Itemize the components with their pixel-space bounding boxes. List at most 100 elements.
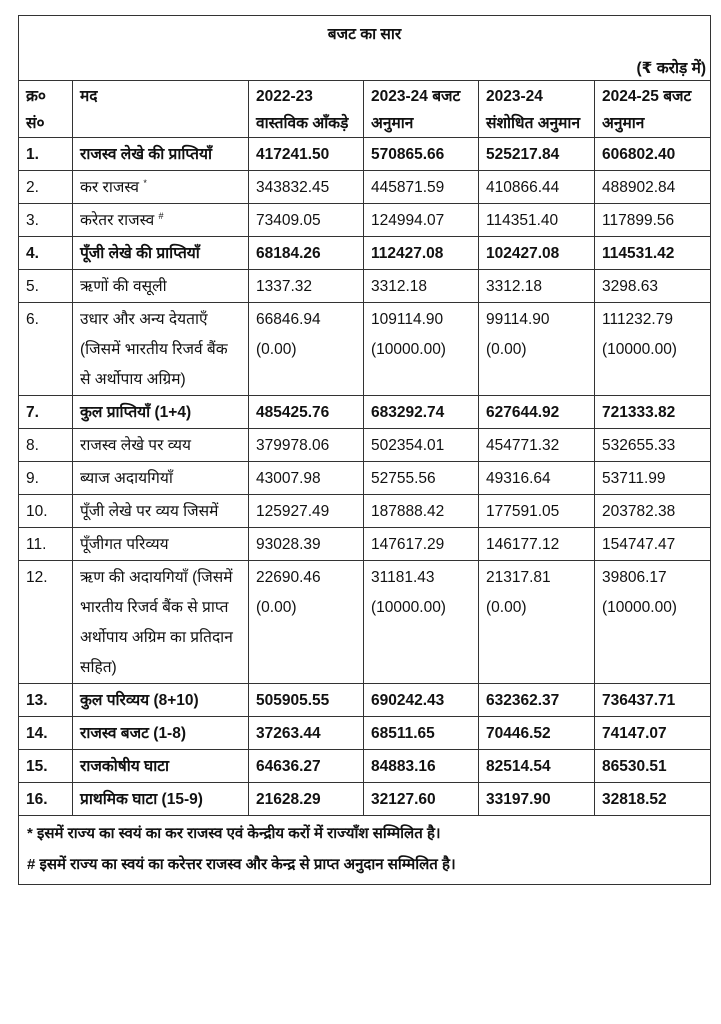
row-c1-cell: 43007.98 (248, 461, 364, 495)
header-2024-25-be: 2024-25 बजट अनुमान (593, 80, 712, 138)
row-c3-cell: 70446.52 (478, 716, 595, 750)
table-row: 12. ऋण की अदायगियाँ (जिसमें भारतीय रिजर्व… (18, 560, 712, 684)
sno-text: 6. (26, 311, 39, 328)
row-c2-cell: 187888.42 (363, 494, 479, 528)
rbi-advance-value: (0.00) (256, 341, 297, 358)
table-row: 9. ब्याज अदायगियाँ 43007.98 52755.56 49316.6… (18, 461, 712, 495)
row-c4-cell: 3298.63 (593, 269, 712, 303)
sno-text: 7. (26, 404, 39, 421)
value: 82514.54 (486, 758, 551, 775)
item-text: राजस्व लेखे पर व्यय (80, 437, 192, 454)
row-item: राजस्व लेखे की प्राप्तियाँ (72, 137, 249, 171)
row-c4-cell: 488902.84 (593, 170, 712, 204)
row-sno: 16. (18, 782, 73, 816)
row-item: राजकोषीय घाटा (72, 749, 249, 783)
value: 21317.81 (486, 569, 551, 586)
sno-text: 10. (26, 503, 48, 520)
table-row: 4. पूँजी लेखे की प्राप्तियाँ 68184.26 11242… (18, 236, 712, 270)
sno-text: 15. (26, 758, 48, 775)
row-item: ब्याज अदायगियाँ (72, 461, 249, 495)
value: 485425.76 (256, 404, 330, 421)
table-row: 16. प्राथमिक घाटा (15-9) 21628.29 32127.60 3… (18, 782, 712, 816)
item-text: ऋण की अदायगियाँ (जिसमें भारतीय रिजर्व बै… (80, 569, 233, 676)
table-row: 14. राजस्व बजट (1-8) 37263.44 68511.65 70446… (18, 716, 712, 750)
row-c4-cell: 736437.71 (593, 683, 712, 717)
row-c4-cell: 53711.99 (593, 461, 712, 495)
value: 488902.84 (602, 179, 676, 196)
row-c2-cell: 502354.01 (363, 428, 479, 462)
table-row: 3. करेतर राजस्व #73409.05 124994.07 114351.… (18, 203, 712, 237)
value: 124994.07 (371, 212, 445, 229)
row-sno: 1. (18, 137, 73, 171)
row-c3-cell: 146177.12 (478, 527, 595, 561)
row-sno: 10. (18, 494, 73, 528)
value: 632362.37 (486, 692, 560, 709)
rbi-advance-value: (10000.00) (371, 341, 446, 358)
value: 379978.06 (256, 437, 330, 454)
row-c2-cell: 570865.66 (363, 137, 479, 171)
row-c3-cell: 99114.90 (0.00) (478, 302, 595, 396)
row-c4-cell: 721333.82 (593, 395, 712, 429)
value: 22690.46 (256, 569, 321, 586)
row-c1-cell: 73409.05 (248, 203, 364, 237)
value: 683292.74 (371, 404, 445, 421)
footnote-tax: * इसमें राज्य का स्वयं का कर राजस्व एवं … (27, 825, 441, 842)
row-c1-cell: 22690.46 (0.00) (248, 560, 364, 684)
row-c2-cell: 147617.29 (363, 527, 479, 561)
row-c3-cell: 33197.90 (478, 782, 595, 816)
value: 21628.29 (256, 791, 321, 808)
table-row: 8. राजस्व लेखे पर व्यय 379978.06 502354.01 4… (18, 428, 712, 462)
value: 39806.17 (602, 569, 667, 586)
row-c1-cell: 37263.44 (248, 716, 364, 750)
row-c3-cell: 3312.18 (478, 269, 595, 303)
sno-text: 16. (26, 791, 48, 808)
row-c1-cell: 93028.39 (248, 527, 364, 561)
header-2022-23-actual: 2022-23 वास्तविक आँकड़े (248, 80, 364, 138)
row-c4-cell: 111232.79 (10000.00) (593, 302, 712, 396)
value: 114531.42 (602, 245, 675, 262)
row-c3-cell: 410866.44 (478, 170, 595, 204)
item-text: ऋणों की वसूली (80, 278, 167, 295)
row-c1-cell: 343832.45 (248, 170, 364, 204)
budget-summary-table: बजट का सार (₹ करोड़ में) क्र० सं० मद 202… (17, 15, 712, 885)
unit-label: (₹ करोड़ में) (636, 60, 707, 77)
row-item: राजस्व लेखे पर व्यय (72, 428, 249, 462)
footnote-nontax: # इसमें राज्य का स्वयं का करेत्तर राजस्व… (27, 856, 456, 873)
row-sno: 2. (18, 170, 73, 204)
row-c1-cell: 66846.94 (0.00) (248, 302, 364, 396)
table-row: 10. पूँजी लेखे पर व्यय जिसमें 125927.49 187… (18, 494, 712, 528)
row-c3-cell: 177591.05 (478, 494, 595, 528)
value: 570865.66 (371, 146, 445, 163)
row-item: पूँजी लेखे पर व्यय जिसमें (72, 494, 249, 528)
value: 31181.43 (371, 569, 435, 586)
item-text: राजस्व लेखे की प्राप्तियाँ (80, 146, 212, 163)
header-row: क्र० सं० मद 2022-23 वास्तविक आँकड़े 2023… (18, 80, 712, 138)
value: 37263.44 (256, 725, 321, 742)
value: 1337.32 (256, 278, 313, 295)
table-row: 5. ऋणों की वसूली 1337.32 3312.18 3312.18 3298… (18, 269, 712, 303)
value: 84883.16 (371, 758, 436, 775)
row-sno: 6. (18, 302, 73, 396)
value: 147617.29 (371, 536, 445, 553)
row-sno: 11. (18, 527, 73, 561)
value: 721333.82 (602, 404, 676, 421)
value: 52755.56 (371, 470, 436, 487)
value: 125927.49 (256, 503, 330, 520)
rbi-advance-value: (0.00) (256, 599, 297, 616)
value: 505905.55 (256, 692, 330, 709)
row-sno: 4. (18, 236, 73, 270)
sno-text: 8. (26, 437, 39, 454)
value: 53711.99 (602, 470, 666, 487)
value: 86530.51 (602, 758, 667, 775)
row-item: प्राथमिक घाटा (15-9) (72, 782, 249, 816)
value: 3298.63 (602, 278, 659, 295)
item-text: उधार और अन्य देयताएँ (जिसमें भारतीय रिजर… (80, 311, 228, 388)
row-item: राजस्व बजट (1-8) (72, 716, 249, 750)
footnotes: * इसमें राज्य का स्वयं का कर राजस्व एवं … (17, 815, 712, 885)
row-sno: 14. (18, 716, 73, 750)
value: 93028.39 (256, 536, 321, 553)
sno-text: 1. (26, 146, 39, 163)
table-row: 7. कुल प्राप्तियाँ (1+4) 485425.76 683292.7… (18, 395, 712, 429)
value: 690242.43 (371, 692, 445, 709)
value: 154747.47 (602, 536, 676, 553)
